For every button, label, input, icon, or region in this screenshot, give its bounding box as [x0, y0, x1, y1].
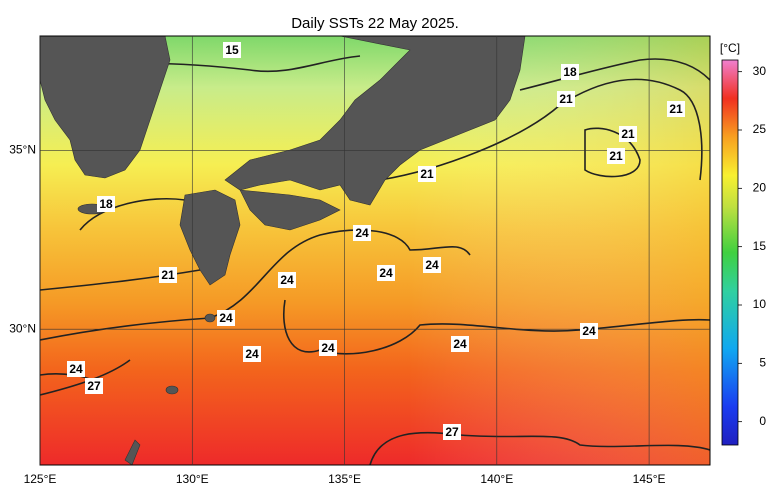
- contour-label: 24: [245, 347, 259, 361]
- contour-label: 24: [379, 266, 393, 280]
- contour-label: 24: [355, 226, 369, 240]
- contour-label-box: [223, 42, 241, 58]
- contour-21: [40, 78, 703, 291]
- contour-label: 24: [582, 324, 596, 338]
- contour-label: 21: [669, 102, 683, 116]
- contour-label-box: [217, 310, 235, 326]
- contour-label: 21: [161, 268, 175, 282]
- contour-label-box: [580, 323, 598, 339]
- lat-tick-label: 30°N: [9, 321, 36, 335]
- contour-label-box: [607, 148, 625, 164]
- contour-label-box: [423, 257, 441, 273]
- contour-label: 21: [559, 92, 573, 106]
- lon-tick-label: 145°E: [633, 472, 666, 486]
- colorbar-unit: [°C]: [720, 41, 740, 55]
- contour-label-box: [278, 272, 296, 288]
- contour-label: 18: [99, 197, 113, 211]
- contour-18: [79, 58, 710, 231]
- contour-label-box: [443, 424, 461, 440]
- contour-label: 24: [69, 362, 83, 376]
- colorbar-tick-label: 20: [753, 181, 767, 195]
- colorbar-tick-label: 15: [753, 239, 767, 253]
- lon-tick-label: 125°E: [24, 472, 57, 486]
- lon-tick-label: 140°E: [480, 472, 513, 486]
- contour-label-box: [85, 378, 103, 394]
- contour-label-box: [619, 126, 637, 142]
- colorbar-tick-label: 10: [753, 297, 767, 311]
- contour-label-box: [159, 267, 177, 283]
- lon-tick-label: 130°E: [176, 472, 209, 486]
- contour-lines: [40, 55, 710, 465]
- kyushu: [179, 189, 241, 286]
- island: [204, 313, 216, 323]
- map-title: Daily SSTs 22 May 2025.: [291, 15, 459, 32]
- contour-label-box: [451, 336, 469, 352]
- colorbar-tick-label: 25: [753, 122, 767, 136]
- korea: [40, 36, 171, 179]
- contour-label: 24: [321, 341, 335, 355]
- contour-label-box: [97, 196, 115, 212]
- contour-label: 24: [280, 273, 294, 287]
- honshu: [224, 36, 526, 206]
- contour-label: 18: [563, 65, 577, 79]
- colorbar-tick-label: 0: [759, 414, 766, 428]
- contour-label-box: [319, 340, 337, 356]
- contour-label: 21: [420, 167, 434, 181]
- contour-label: 21: [609, 149, 623, 163]
- contour-label-box: [557, 91, 575, 107]
- colorbar-tick-label: 5: [759, 356, 766, 370]
- contour-label: 24: [453, 337, 467, 351]
- contour-label-box: [561, 64, 579, 80]
- contour-label: 27: [87, 379, 101, 393]
- contour-label-box: [353, 225, 371, 241]
- contour-label: 27: [445, 425, 459, 439]
- contour-label: 24: [219, 311, 233, 325]
- colorbar: [721, 59, 739, 446]
- land: [40, 36, 526, 465]
- shikoku: [239, 189, 341, 231]
- island: [165, 385, 179, 395]
- lat-tick-label: 35°N: [9, 143, 36, 157]
- contour-label-box: [667, 101, 685, 117]
- contour-label-box: [418, 166, 436, 182]
- colorbar-tick-label: 30: [753, 64, 767, 78]
- map-area: [40, 36, 710, 465]
- contour-label-box: [243, 346, 261, 362]
- lon-tick-label: 135°E: [328, 472, 361, 486]
- contour-label-box: [377, 265, 395, 281]
- contour-label: 24: [425, 258, 439, 272]
- okinawa: [124, 439, 141, 465]
- contour-label: 21: [621, 127, 635, 141]
- contour-label: 15: [225, 43, 239, 57]
- contour-label-box: [67, 361, 85, 377]
